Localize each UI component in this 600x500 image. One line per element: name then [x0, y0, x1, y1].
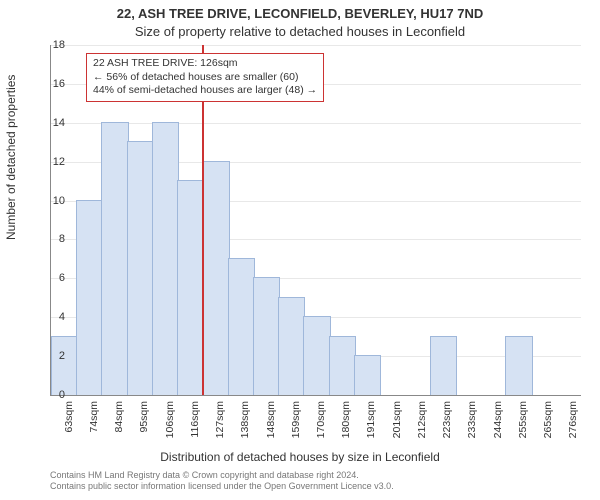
annotation-line: 22 ASH TREE DRIVE: 126sqm [93, 57, 317, 71]
xtick-label: 233sqm [466, 401, 478, 451]
histogram-bar [329, 336, 356, 395]
y-axis-label: Number of detached properties [4, 75, 18, 240]
xtick-label: 63sqm [63, 401, 75, 451]
histogram-bar [278, 297, 305, 395]
gridline [51, 123, 581, 124]
footer-line2: Contains public sector information licen… [50, 481, 590, 492]
footer-line1: Contains HM Land Registry data © Crown c… [50, 470, 590, 481]
xtick-label: 148sqm [265, 401, 277, 451]
xtick-label: 255sqm [517, 401, 529, 451]
ytick-label: 12 [35, 156, 65, 168]
xtick-label: 127sqm [214, 401, 226, 451]
histogram-bar [202, 161, 229, 395]
histogram-bar [430, 336, 457, 395]
annotation-box: 22 ASH TREE DRIVE: 126sqm← 56% of detach… [86, 53, 324, 102]
ytick-label: 4 [35, 311, 65, 323]
ytick-label: 2 [35, 350, 65, 362]
xtick-label: 170sqm [315, 401, 327, 451]
ytick-label: 10 [35, 195, 65, 207]
histogram-bar [354, 355, 381, 395]
plot-area: 22 ASH TREE DRIVE: 126sqm← 56% of detach… [50, 45, 581, 396]
ytick-label: 0 [35, 389, 65, 401]
chart-footer: Contains HM Land Registry data © Crown c… [50, 470, 590, 493]
histogram-bar [228, 258, 255, 395]
histogram-bar [101, 122, 128, 395]
xtick-label: 180sqm [340, 401, 352, 451]
xtick-label: 212sqm [416, 401, 428, 451]
histogram-bar [177, 180, 204, 395]
histogram-bar [127, 141, 154, 395]
xtick-label: 106sqm [164, 401, 176, 451]
xtick-label: 191sqm [365, 401, 377, 451]
xtick-label: 84sqm [113, 401, 125, 451]
xtick-label: 276sqm [567, 401, 579, 451]
histogram-bar [152, 122, 179, 395]
gridline [51, 45, 581, 46]
annotation-line: 44% of semi-detached houses are larger (… [93, 84, 317, 98]
histogram-bar [303, 316, 330, 395]
annotation-line: ← 56% of detached houses are smaller (60… [93, 71, 317, 85]
xtick-label: 95sqm [138, 401, 150, 451]
histogram-bar [253, 277, 280, 395]
xtick-label: 159sqm [290, 401, 302, 451]
ytick-label: 16 [35, 78, 65, 90]
histogram-bar [51, 336, 78, 395]
xtick-label: 116sqm [189, 401, 201, 451]
xtick-label: 138sqm [239, 401, 251, 451]
ytick-label: 18 [35, 39, 65, 51]
xtick-label: 74sqm [88, 401, 100, 451]
xtick-label: 265sqm [542, 401, 554, 451]
xtick-label: 244sqm [492, 401, 504, 451]
xtick-label: 223sqm [441, 401, 453, 451]
chart-title-subtitle: Size of property relative to detached ho… [0, 24, 600, 39]
chart-title-address: 22, ASH TREE DRIVE, LECONFIELD, BEVERLEY… [0, 6, 600, 21]
ytick-label: 14 [35, 117, 65, 129]
histogram-bar [76, 200, 103, 395]
xtick-label: 201sqm [391, 401, 403, 451]
x-axis-label: Distribution of detached houses by size … [0, 450, 600, 464]
histogram-bar [505, 336, 532, 395]
ytick-label: 6 [35, 272, 65, 284]
ytick-label: 8 [35, 233, 65, 245]
